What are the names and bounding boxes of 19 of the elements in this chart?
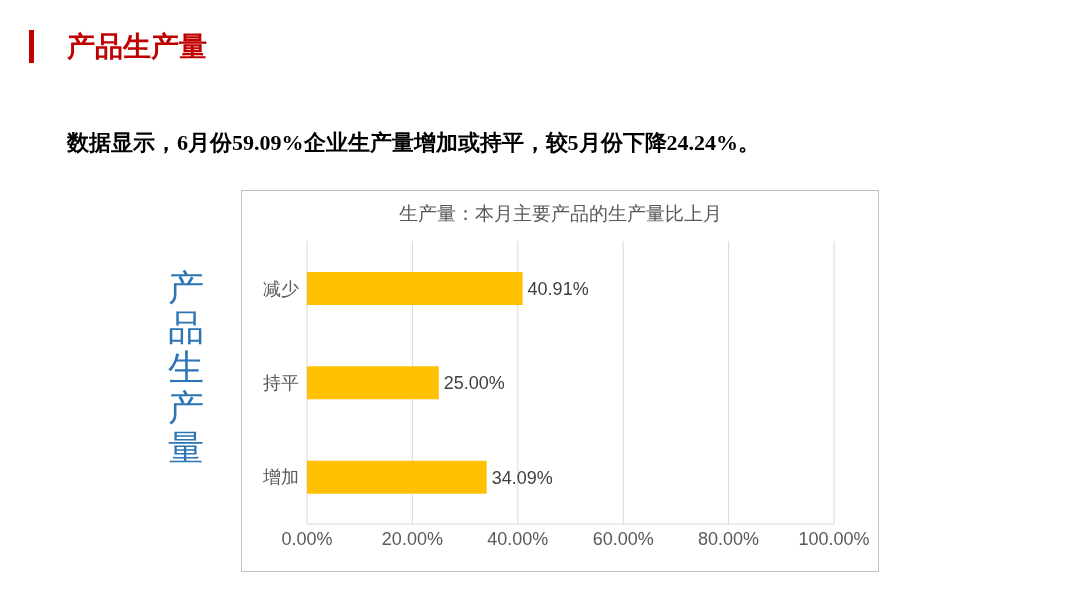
bar bbox=[307, 460, 487, 494]
x-tick-label: 100.00% bbox=[798, 528, 870, 549]
data-label: 40.91% bbox=[527, 278, 589, 299]
text: 产品生产量 bbox=[67, 30, 207, 64]
y-tick-label: 减少 bbox=[263, 278, 299, 299]
bar bbox=[307, 272, 523, 305]
data-label: 34.09% bbox=[491, 467, 553, 488]
x-tick-label: 60.00% bbox=[592, 528, 654, 549]
x-tick-label: 40.00% bbox=[487, 528, 549, 549]
x-tick-label: 80.00% bbox=[698, 528, 760, 549]
y-axis-title: 产品生产量 bbox=[167, 267, 205, 468]
y-tick-label: 持平 bbox=[263, 372, 299, 393]
data-label: 25.00% bbox=[443, 373, 505, 394]
y-tick-label: 增加 bbox=[262, 467, 299, 488]
x-tick-label: 0.00% bbox=[281, 528, 333, 549]
bar bbox=[307, 366, 439, 400]
chart-title: 生产量：本月主要产品的生产量比上月 bbox=[397, 202, 723, 226]
chart-subtitle: 数据显示，6月份59.09%企业生产量增加或持平，较5月份下降24.24%。 bbox=[67, 129, 760, 157]
x-tick-label: 20.00% bbox=[381, 528, 443, 549]
